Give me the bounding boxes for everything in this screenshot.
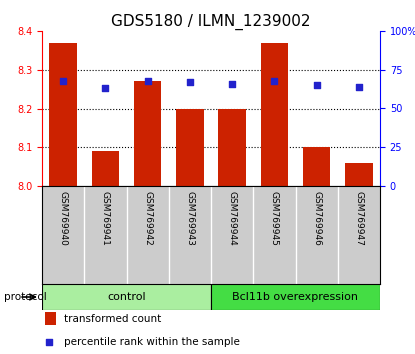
Point [356,84,362,90]
Point [102,86,109,91]
Point [187,79,193,85]
Text: control: control [107,292,146,302]
Bar [218,108,246,186]
Bar [45,312,56,325]
Text: GSM769942: GSM769942 [143,191,152,246]
Text: transformed count: transformed count [64,314,161,324]
Text: protocol: protocol [4,292,47,302]
Text: Bcl11b overexpression: Bcl11b overexpression [232,292,359,302]
Text: GSM769947: GSM769947 [354,191,364,246]
Point [313,82,320,88]
Bar [92,151,119,186]
Point [229,81,235,86]
Bar [345,163,373,186]
Title: GDS5180 / ILMN_1239002: GDS5180 / ILMN_1239002 [111,13,311,30]
Text: GSM769946: GSM769946 [312,191,321,246]
Text: GSM769940: GSM769940 [59,191,68,246]
Bar [134,81,161,186]
Text: GSM769941: GSM769941 [101,191,110,246]
Point [60,78,66,84]
Point [271,78,278,84]
Bar [303,147,330,186]
Bar [176,108,204,186]
Text: GSM769943: GSM769943 [186,191,194,246]
Point [46,339,53,345]
Bar [42,284,211,310]
Text: GSM769944: GSM769944 [227,191,237,246]
Bar [261,42,288,186]
Point [144,78,151,84]
Bar [211,284,380,310]
Bar [49,42,77,186]
Text: percentile rank within the sample: percentile rank within the sample [64,337,240,347]
Text: GSM769945: GSM769945 [270,191,279,246]
